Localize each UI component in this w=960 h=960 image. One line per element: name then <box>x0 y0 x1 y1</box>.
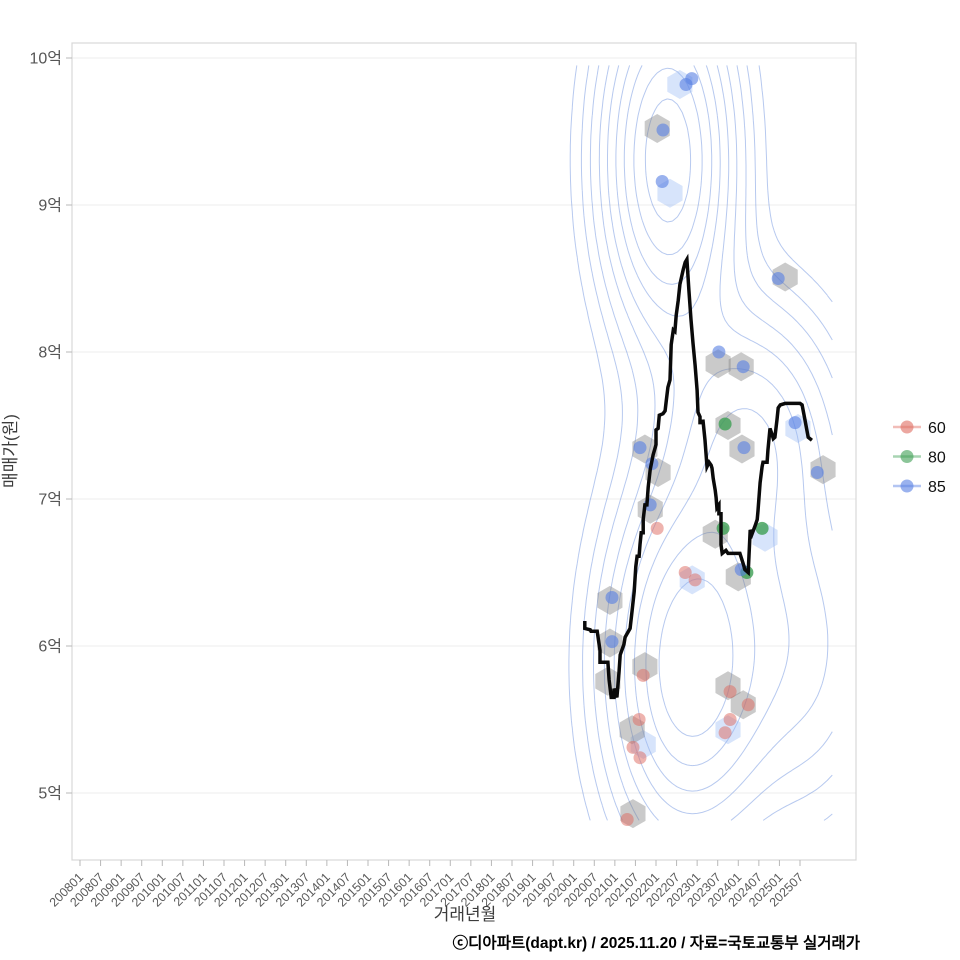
contour-line <box>607 65 833 821</box>
scatter-point-85 <box>737 441 751 455</box>
scatter-point-60 <box>741 698 755 712</box>
y-tick-label: 6억 <box>38 638 62 656</box>
scatter-point-85 <box>771 272 785 285</box>
scatter-point-85 <box>810 466 824 479</box>
y-tick-label: 8억 <box>38 344 62 362</box>
scatter-point-60 <box>688 573 702 587</box>
legend-label-60: 60 <box>928 420 946 437</box>
legend-item-85: 85 <box>893 479 946 496</box>
scatter-point-80 <box>755 521 769 535</box>
contour-line <box>644 98 734 737</box>
contour-layer <box>568 65 833 821</box>
scatter-point-85 <box>736 360 750 374</box>
scatter-point-60 <box>636 668 650 682</box>
contour-line <box>623 65 790 792</box>
scatter-point-60 <box>633 751 647 765</box>
x-axis-title: 거래년월 <box>434 905 497 924</box>
scatter-point-60 <box>723 685 737 699</box>
plot-border <box>71 42 857 861</box>
scatter-point-85 <box>788 416 802 430</box>
legend-marker-85 <box>900 479 914 493</box>
scatter-point-60 <box>650 521 664 535</box>
scatter-point-85 <box>633 441 647 455</box>
hexbin-gray <box>705 349 731 379</box>
y-tick-label: 7억 <box>38 491 62 509</box>
scatter-point-85 <box>656 123 670 137</box>
legend-marker-60 <box>900 420 914 434</box>
scatter-point-60 <box>718 726 732 740</box>
scatter-point-60 <box>723 713 737 726</box>
contour-line <box>580 65 833 821</box>
scatter-point-80 <box>716 521 730 535</box>
scatter-point-60 <box>626 740 640 754</box>
plot-frame <box>71 42 857 861</box>
legend-label-85: 85 <box>928 479 946 496</box>
trend-line-path <box>583 253 813 700</box>
attribution-text: ⓒ디아파트(dapt.kr) / 2025.11.20 / 자료=국토교통부 실… <box>453 933 861 952</box>
contour-line <box>568 65 833 821</box>
scatter-point-60 <box>678 566 692 579</box>
trend-line <box>583 253 813 700</box>
scatter-point-85 <box>655 175 669 188</box>
y-axis-title: 매매가(원) <box>1 414 20 488</box>
scatter-point-80 <box>718 417 732 431</box>
scatter-point-85 <box>605 635 619 649</box>
legend-marker-80 <box>900 450 914 463</box>
y-tick-label: 9억 <box>38 197 62 215</box>
scatter-layer <box>605 72 824 826</box>
scatter-point-85 <box>679 78 693 91</box>
gridlines <box>72 57 856 794</box>
chart-layers: 5억6억7억8억9억10억200801200807200901200907201… <box>29 42 857 910</box>
y-tick-label: 10억 <box>29 50 62 68</box>
legend-item-60: 60 <box>893 420 946 437</box>
contour-line <box>589 65 833 821</box>
legend-label-80: 80 <box>928 450 946 467</box>
contour-line <box>598 65 833 821</box>
scatter-point-85 <box>605 591 619 604</box>
y-tick-label: 5억 <box>38 785 62 803</box>
legend-item-80: 80 <box>893 450 946 467</box>
scatter-point-60 <box>632 713 646 726</box>
scatter-point-85 <box>712 345 726 359</box>
legend: 60 80 85 <box>893 420 946 496</box>
contour-line <box>615 65 829 815</box>
scatter-point-60 <box>620 813 634 826</box>
contour-line <box>633 67 756 767</box>
